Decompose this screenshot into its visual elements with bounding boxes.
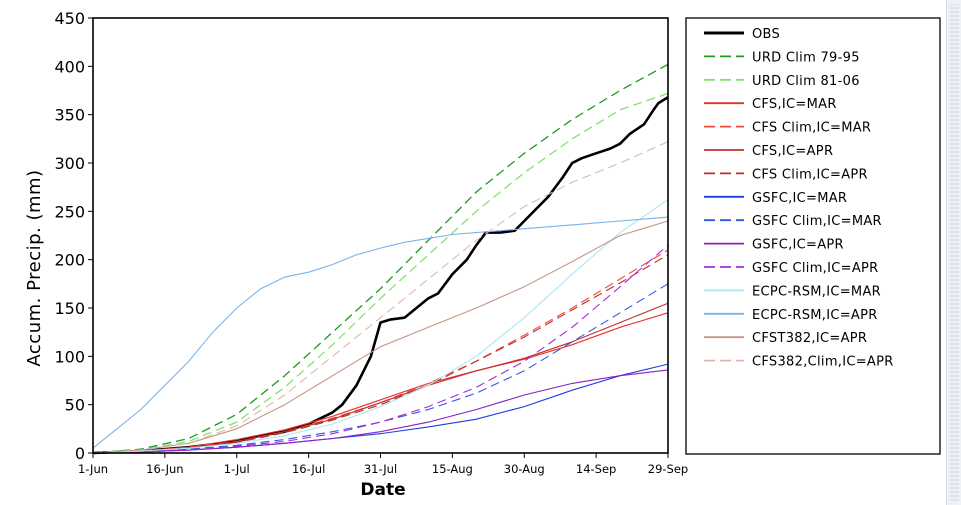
- series-line-12: [92, 216, 669, 449]
- legend-label: CFS Clim,IC=APR: [752, 167, 868, 182]
- legend-label: ECPC-RSM,IC=APR: [752, 308, 878, 323]
- x-tick-label: 1-Jun: [78, 462, 108, 476]
- y-tick-label: 350: [54, 106, 85, 125]
- legend-label: URD Clim 79-95: [752, 50, 860, 65]
- y-tick-label: 150: [54, 299, 85, 318]
- legend-label: CFST382,IC=APR: [752, 331, 867, 346]
- legend-label: CFS382,Clim,IC=APR: [752, 355, 894, 370]
- x-tick-label: 30-Aug: [504, 462, 545, 476]
- series-line-8: [92, 283, 669, 454]
- series-line-2: [92, 92, 669, 454]
- legend-label: ECPC-RSM,IC=MAR: [752, 284, 881, 299]
- legend-label: OBS: [752, 27, 780, 42]
- series-line-6: [92, 254, 669, 454]
- series-line-1: [92, 63, 669, 454]
- y-tick-label: 250: [54, 202, 85, 221]
- x-tick-label: 16-Jul: [292, 462, 325, 476]
- legend-label: GSFC,IC=MAR: [752, 191, 847, 206]
- x-tick-label: 31-Jul: [364, 462, 397, 476]
- y-tick-label: 200: [54, 251, 85, 270]
- plot-area: [92, 63, 669, 455]
- vertical-scrollbar[interactable]: [946, 0, 961, 505]
- y-axis-label: Accum. Precip. (mm): [24, 169, 45, 366]
- legend: OBS URD Clim 79-95 URD Clim 81-06 CFS,IC=MA…: [685, 17, 941, 455]
- x-tick-label: 15-Aug: [432, 462, 473, 476]
- legend-label: CFS,IC=MAR: [752, 97, 837, 112]
- series-line-13: [92, 220, 669, 454]
- series-line-3: [92, 312, 669, 454]
- x-tick-label: 1-Jul: [224, 462, 250, 476]
- y-tick-label: 50: [65, 396, 85, 415]
- y-tick-label: 450: [54, 9, 85, 28]
- x-tick-label: 14-Sep: [576, 462, 616, 476]
- legend-label: URD Clim 81-06: [752, 74, 860, 89]
- y-tick-label: 0: [75, 444, 85, 463]
- legend-label: CFS Clim,IC=MAR: [752, 121, 871, 136]
- series-line-11: [92, 199, 669, 454]
- legend-label: GSFC Clim,IC=MAR: [752, 214, 882, 229]
- y-tick-label: 400: [54, 57, 85, 76]
- x-tick-label: 16-Jun: [146, 462, 183, 476]
- legend-box: [685, 17, 941, 455]
- legend-label: CFS,IC=APR: [752, 144, 833, 159]
- series-line-14: [92, 141, 669, 454]
- series-line-9: [92, 369, 669, 454]
- x-axis-label: Date: [360, 480, 405, 500]
- axes: 0 50 100 150 200 250 300 350 400 450 1-Jun 16-Jun 1-…: [54, 9, 688, 476]
- scrollbar-track[interactable]: [950, 4, 959, 501]
- legend-label: GSFC,IC=APR: [752, 238, 844, 253]
- series-line-10: [92, 244, 669, 454]
- legend-label: GSFC Clim,IC=APR: [752, 261, 878, 276]
- x-tick-label: 29-Sep: [648, 462, 688, 476]
- y-tick-label: 100: [54, 347, 85, 366]
- series-line-4: [92, 249, 669, 454]
- series-line-7: [92, 363, 669, 454]
- y-tick-label: 300: [54, 154, 85, 173]
